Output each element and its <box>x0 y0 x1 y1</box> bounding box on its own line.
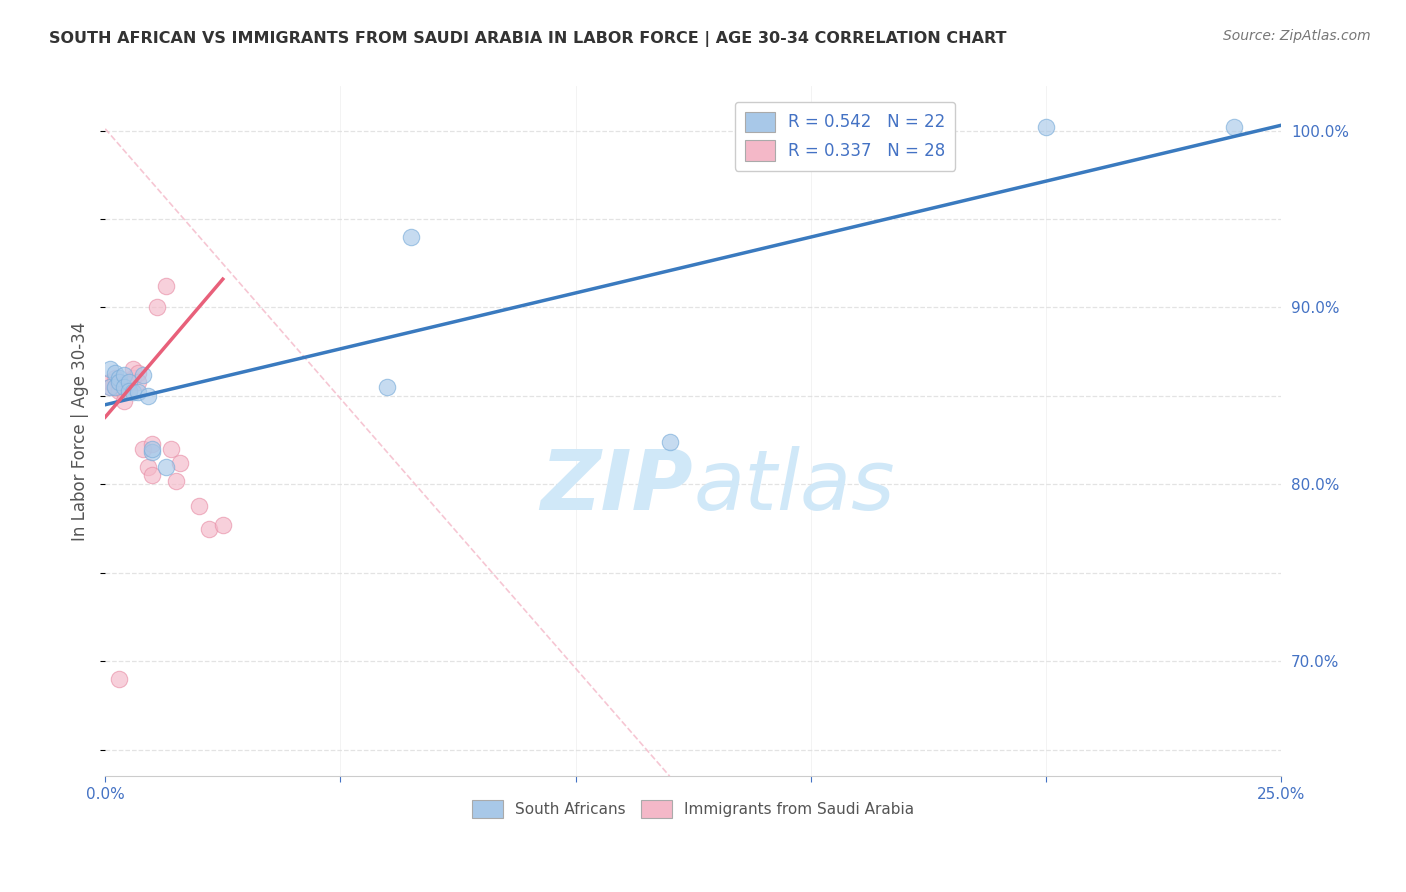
Point <box>658 434 681 449</box>
Point <box>108 375 131 389</box>
Point <box>377 380 399 394</box>
Point <box>122 371 145 385</box>
Point <box>104 380 127 394</box>
Point <box>127 385 149 400</box>
Point <box>98 362 121 376</box>
Point <box>1035 120 1057 134</box>
Text: Source: ZipAtlas.com: Source: ZipAtlas.com <box>1223 29 1371 43</box>
Point <box>108 375 131 389</box>
Point <box>155 459 177 474</box>
Point <box>118 384 141 398</box>
Point <box>136 459 159 474</box>
Point <box>188 499 211 513</box>
Point <box>104 366 127 380</box>
Point <box>169 456 191 470</box>
Point <box>146 301 169 315</box>
Point <box>118 384 141 398</box>
Point <box>141 468 163 483</box>
Point <box>112 380 135 394</box>
Point <box>108 380 131 394</box>
Point <box>118 375 141 389</box>
Point <box>127 375 149 389</box>
Point <box>112 385 135 400</box>
Y-axis label: In Labor Force | Age 30-34: In Labor Force | Age 30-34 <box>72 322 89 541</box>
Point <box>132 368 155 382</box>
Point <box>211 518 233 533</box>
Point <box>141 436 163 450</box>
Point <box>141 442 163 456</box>
Text: SOUTH AFRICAN VS IMMIGRANTS FROM SAUDI ARABIA IN LABOR FORCE | AGE 30-34 CORRELA: SOUTH AFRICAN VS IMMIGRANTS FROM SAUDI A… <box>49 31 1007 47</box>
Point <box>122 385 145 400</box>
Point <box>98 375 121 389</box>
Point <box>104 371 127 385</box>
Point <box>112 368 135 382</box>
Point <box>104 380 127 394</box>
Point <box>197 522 219 536</box>
Point <box>155 279 177 293</box>
Point <box>118 375 141 389</box>
Point <box>141 445 163 459</box>
Point <box>1223 120 1246 134</box>
Point <box>98 380 121 394</box>
Point <box>122 362 145 376</box>
Point <box>136 389 159 403</box>
Point <box>127 366 149 380</box>
Point <box>108 384 131 398</box>
Text: ZIP: ZIP <box>540 446 693 527</box>
Point <box>108 672 131 686</box>
Point <box>112 394 135 409</box>
Point <box>108 371 131 385</box>
Text: atlas: atlas <box>693 446 894 527</box>
Point <box>132 442 155 456</box>
Point <box>98 380 121 394</box>
Point <box>399 229 422 244</box>
Point <box>160 442 183 456</box>
Legend: South Africans, Immigrants from Saudi Arabia: South Africans, Immigrants from Saudi Ar… <box>467 794 920 823</box>
Point <box>165 474 187 488</box>
